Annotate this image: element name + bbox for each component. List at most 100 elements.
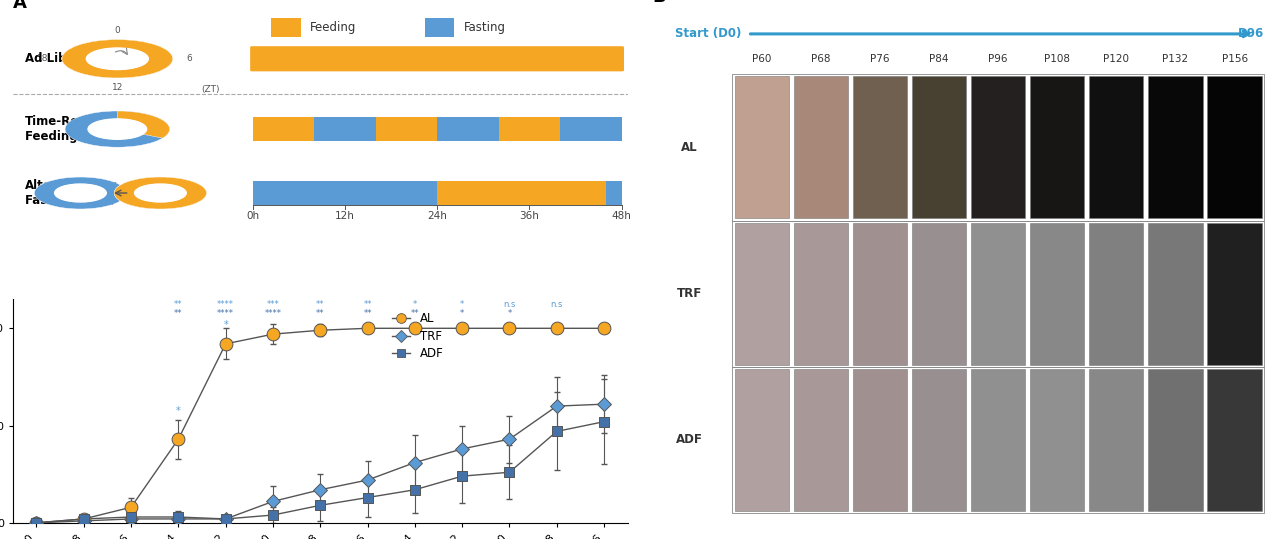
Text: Fasting: Fasting: [463, 22, 506, 34]
Point: [404, 458, 425, 467]
Circle shape: [134, 184, 186, 202]
Point: [357, 476, 378, 485]
Bar: [1030, 369, 1084, 510]
Text: 6: 6: [186, 54, 192, 63]
Bar: [972, 223, 1025, 364]
Text: 18: 18: [37, 54, 49, 63]
Bar: [1207, 369, 1262, 510]
Text: P108: P108: [1044, 54, 1070, 64]
Text: Start (D0): Start (D0): [675, 27, 741, 40]
FancyBboxPatch shape: [250, 46, 625, 71]
Bar: [314, 118, 375, 141]
Point: [452, 324, 472, 333]
Point: [73, 515, 93, 523]
Point: [262, 497, 283, 506]
Text: ADF: ADF: [676, 433, 703, 446]
Text: A: A: [13, 0, 27, 12]
Point: [499, 435, 520, 444]
Text: 12: 12: [111, 82, 123, 92]
Bar: [1207, 77, 1262, 218]
Bar: [911, 369, 966, 510]
Text: 48h: 48h: [612, 211, 631, 221]
Point: [594, 400, 614, 409]
Point: [262, 511, 283, 520]
Bar: [1148, 369, 1203, 510]
Text: 12h: 12h: [335, 211, 355, 221]
Text: *: *: [460, 309, 465, 317]
Bar: [732, 74, 1265, 220]
Text: *: *: [507, 309, 512, 317]
Point: [168, 435, 188, 444]
Text: P68: P68: [812, 54, 831, 64]
Point: [120, 515, 141, 523]
Point: [168, 513, 188, 521]
Point: [499, 324, 520, 333]
Wedge shape: [114, 177, 206, 209]
Point: [26, 519, 46, 527]
Text: ****: ****: [265, 309, 282, 317]
Point: [404, 324, 425, 333]
Text: n.s: n.s: [550, 300, 563, 309]
Bar: [375, 118, 436, 141]
Bar: [607, 181, 622, 205]
Bar: [1089, 77, 1143, 218]
Point: [120, 513, 141, 521]
Bar: [436, 118, 499, 141]
Point: [73, 516, 93, 525]
Bar: [271, 18, 301, 38]
Wedge shape: [61, 39, 173, 78]
Text: **: **: [411, 309, 419, 317]
Point: [310, 486, 330, 494]
Text: *: *: [175, 406, 180, 416]
Point: [547, 324, 567, 333]
Point: [215, 515, 236, 523]
Circle shape: [88, 119, 147, 139]
Bar: [499, 118, 561, 141]
Bar: [1148, 77, 1203, 218]
Bar: [911, 77, 966, 218]
Wedge shape: [61, 39, 173, 78]
Text: Feeding: Feeding: [310, 22, 356, 34]
Text: *: *: [223, 320, 228, 330]
Wedge shape: [35, 177, 127, 209]
Text: (ZT): (ZT): [201, 85, 220, 94]
Text: *: *: [412, 300, 417, 309]
Bar: [735, 77, 788, 218]
Wedge shape: [118, 111, 169, 138]
Text: **: **: [174, 309, 183, 317]
Text: P132: P132: [1162, 54, 1189, 64]
Bar: [732, 220, 1265, 367]
Point: [499, 468, 520, 476]
Text: P96: P96: [988, 54, 1007, 64]
Bar: [911, 223, 966, 364]
Point: [594, 417, 614, 426]
Text: Alternate-Day
Fasting (ADF): Alternate-Day Fasting (ADF): [26, 179, 118, 207]
Text: P76: P76: [870, 54, 890, 64]
Bar: [794, 223, 847, 364]
Text: ***: ***: [266, 300, 279, 309]
Text: P60: P60: [753, 54, 772, 64]
Point: [26, 519, 46, 527]
Bar: [852, 369, 908, 510]
Point: [262, 330, 283, 338]
Wedge shape: [65, 111, 169, 147]
Bar: [436, 181, 607, 205]
Point: [120, 503, 141, 512]
Text: n.s: n.s: [503, 300, 516, 309]
Point: [168, 515, 188, 523]
Point: [73, 515, 93, 523]
Text: 36h: 36h: [520, 211, 539, 221]
Point: [310, 326, 330, 335]
Text: 24h: 24h: [428, 211, 447, 221]
Text: Time-Restricted
Feeding (16/8 TRF): Time-Restricted Feeding (16/8 TRF): [26, 115, 151, 143]
Bar: [1207, 223, 1262, 364]
Point: [452, 472, 472, 480]
Point: [357, 324, 378, 333]
Text: **: **: [316, 309, 325, 317]
Point: [452, 445, 472, 453]
Bar: [735, 223, 788, 364]
Point: [547, 402, 567, 410]
Bar: [852, 77, 908, 218]
Bar: [735, 369, 788, 510]
Text: P84: P84: [929, 54, 948, 64]
